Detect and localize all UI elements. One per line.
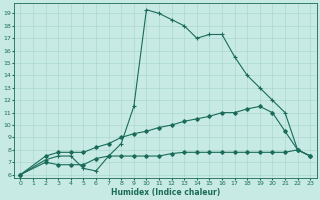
X-axis label: Humidex (Indice chaleur): Humidex (Indice chaleur) [111,188,220,197]
